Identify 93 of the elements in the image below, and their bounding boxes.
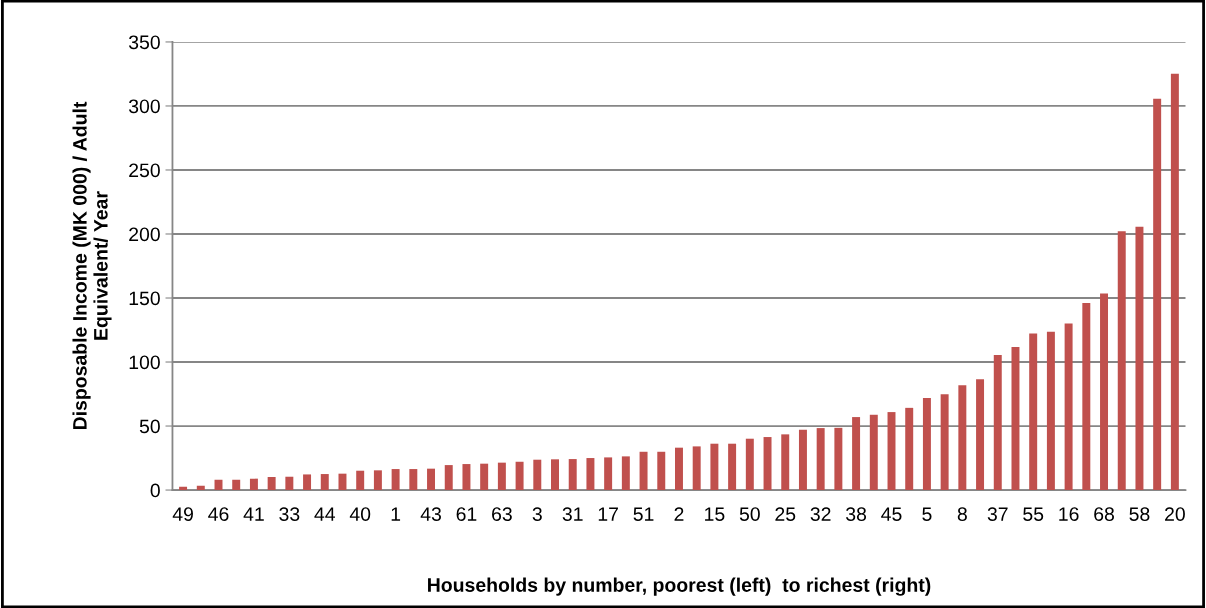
bar [639,451,648,491]
bar [285,476,294,491]
bar [1029,333,1038,491]
y-tick-label: 50 [139,419,160,434]
bar [604,457,613,491]
x-tick-label: 51 [633,507,654,521]
bar [196,485,205,491]
x-tick-label: 16 [1059,507,1079,521]
bar [356,470,365,491]
bar [728,443,737,491]
bar [586,458,595,491]
y-tick-label: 350 [128,35,160,50]
bar [958,385,967,491]
x-tick-label: 55 [1023,507,1044,521]
x-tick-label: 31 [562,507,583,521]
x-tick-label: 61 [456,507,477,521]
x-tick-label: 46 [208,507,229,521]
bar [1100,293,1109,491]
x-tick-label: 40 [349,507,371,521]
bar [1011,347,1020,491]
bar [303,474,312,491]
bar [905,407,914,491]
bar [976,379,985,491]
bar [621,456,630,491]
x-tick-label: 44 [314,507,336,521]
bar [409,469,418,491]
x-tick-label: 41 [243,507,264,521]
x-tick-label: 17 [598,507,618,521]
y-axis-title: Disposable Income (MK 000) / Adult Equivalent/ Year [72,101,112,430]
bar [692,446,701,491]
x-tick-label: 63 [492,507,512,521]
bar [1170,73,1179,491]
bar [373,470,382,491]
bar [1135,226,1144,491]
bar [798,429,807,491]
bar [1046,331,1055,491]
bar [922,398,931,491]
bar [763,437,772,491]
bar [267,476,276,491]
bar [444,465,453,491]
y-tick-label: 300 [128,99,160,114]
x-tick-label: 38 [846,507,867,521]
bar [249,478,258,491]
bar [674,447,683,491]
bar [816,428,825,491]
bar [338,473,347,491]
bar [1082,303,1091,491]
y-tick-label: 250 [129,163,160,178]
x-tick-label: 8 [957,507,967,521]
bar [834,427,843,491]
bar [940,394,949,491]
bar [852,417,861,491]
bar [1064,323,1073,491]
x-tick-label: 20 [1165,507,1185,521]
bar [745,438,754,491]
bar [657,451,666,491]
bar [232,479,241,491]
bar [1117,231,1126,491]
y-tick-label: 100 [129,355,160,370]
bar [869,414,878,491]
bar [497,462,506,491]
x-tick-label: 3 [532,507,542,521]
x-tick-label: 33 [279,507,300,521]
bar [515,461,524,491]
bar [462,464,471,491]
bar [480,463,489,491]
x-tick-label: 5 [922,507,932,521]
x-tick-label: 45 [881,507,902,521]
bar [551,459,559,491]
y-tick-label: 0 [150,483,160,498]
x-tick-label: 15 [705,507,725,521]
x-tick-label: 1 [391,507,401,521]
bar [710,443,719,491]
x-tick-label: 50 [739,507,760,521]
x-tick-label: 37 [987,507,1008,521]
bar [781,434,790,491]
x-tick-label: 68 [1094,507,1114,521]
bar [427,468,436,491]
bar [320,474,329,491]
y-tick-label: 200 [129,227,160,242]
bar [533,459,542,491]
bar [1153,98,1162,491]
bar [568,459,577,491]
x-tick-label: 58 [1129,507,1150,521]
y-tick-label: 150 [129,291,160,306]
x-tick-label: 43 [420,507,441,521]
x-tick-label: 25 [775,507,796,521]
x-tick-label: 32 [810,507,831,521]
x-tick-label: 2 [674,507,684,521]
x-axis-title: Households by number, poorest (left) to richest (right) [428,577,931,596]
bar [391,469,400,491]
x-tick-label: 49 [172,507,193,521]
bar [993,355,1002,491]
